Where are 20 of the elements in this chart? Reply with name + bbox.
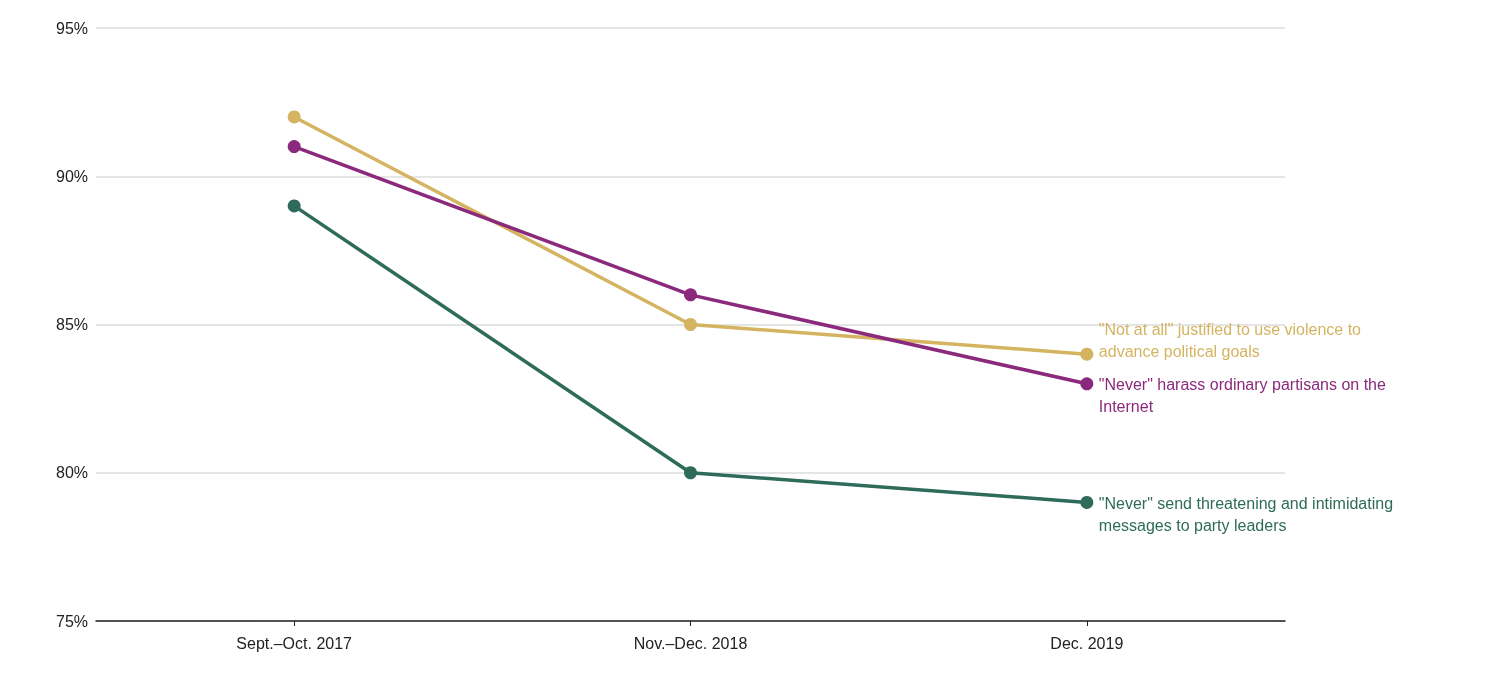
point — [1080, 495, 1094, 509]
x-tick-label: Dec. 2019 — [1050, 634, 1124, 652]
series-label: "Not at all" justified to use violence to advance political goals — [1098, 320, 1366, 360]
point — [287, 199, 301, 213]
point — [684, 288, 697, 302]
series-label: "Never" harass ordinary partisans on the Internet — [1098, 376, 1391, 416]
y-tick-label: 80% — [56, 464, 89, 482]
y-tick-label: 90% — [56, 167, 89, 185]
point — [684, 318, 697, 331]
x-tick-label: Nov.–Dec. 2018 — [633, 634, 748, 652]
x-tick-label: Sept.–Oct. 2017 — [236, 634, 353, 652]
point — [1080, 347, 1094, 361]
y-tick-label: 85% — [56, 316, 89, 333]
point — [1080, 377, 1094, 391]
y-tick-label: 75% — [56, 612, 89, 630]
point — [287, 140, 301, 154]
point — [684, 466, 697, 480]
point — [287, 110, 301, 124]
series-label: "Never" send threatening and intimidating messages to party leaders — [1098, 494, 1398, 534]
y-tick-label: 95% — [56, 19, 89, 37]
